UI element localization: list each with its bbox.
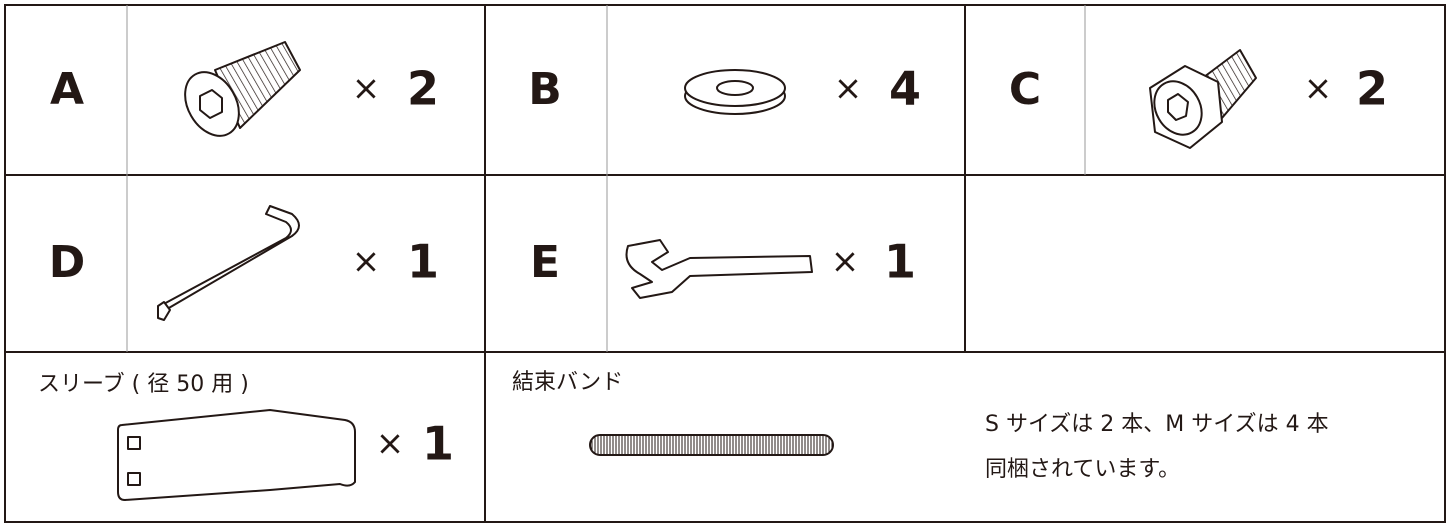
band-label: 結束バンド — [512, 370, 623, 395]
part-count: 1 — [407, 235, 439, 289]
part-count: 2 — [407, 62, 439, 116]
times-sign: × — [352, 242, 381, 282]
outer-frame — [4, 4, 1446, 523]
cable-tie-icon — [589, 434, 834, 456]
wrench-icon — [625, 239, 813, 299]
part-letter: E — [530, 237, 560, 288]
part-letter: D — [49, 237, 86, 288]
band-note: S サイズは 2 本、M サイズは 4 本 — [985, 412, 1329, 437]
hex-bolt-icon — [1149, 49, 1257, 149]
part-letter: B — [528, 64, 562, 115]
part-letter: A — [50, 64, 84, 115]
part-count: 2 — [1356, 62, 1388, 116]
part-count: 1 — [884, 235, 916, 289]
times-sign: × — [376, 424, 405, 464]
sleeve-icon — [117, 409, 356, 501]
part-letter: C — [1009, 64, 1041, 115]
hex-key-icon — [157, 205, 300, 321]
part-count: 1 — [422, 417, 454, 471]
part-count: 4 — [889, 62, 921, 116]
times-sign: × — [1304, 69, 1333, 109]
times-sign: × — [831, 242, 860, 282]
times-sign: × — [352, 69, 381, 109]
band-note: 同梱されています。 — [985, 457, 1180, 482]
times-sign: × — [834, 69, 863, 109]
sleeve-label: スリーブ ( 径 50 用 ) — [38, 372, 249, 397]
screw-icon — [184, 41, 301, 137]
washer-icon — [684, 69, 786, 115]
